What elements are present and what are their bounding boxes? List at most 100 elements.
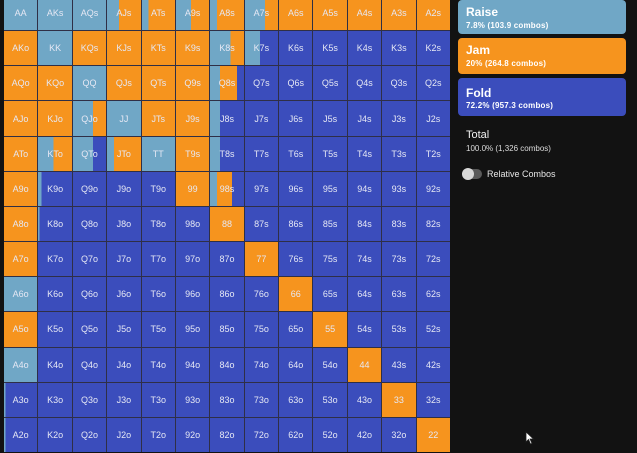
hand-cell-J3s[interactable]: J3s [382,101,416,136]
hand-cell-54o[interactable]: 54o [313,347,347,382]
hand-cell-65o[interactable]: 65o [279,312,313,347]
hand-cell-83o[interactable]: 83o [210,382,244,417]
hand-cell-J8s[interactable]: J8s [210,101,244,136]
hand-cell-T8o[interactable]: T8o [141,206,175,242]
hand-cell-Q5o[interactable]: Q5o [72,312,107,347]
hand-cell-J4o[interactable]: J4o [107,347,141,382]
hand-cell-92o[interactable]: 92o [175,417,210,452]
hand-cell-A5s[interactable]: A5s [313,0,347,31]
hand-cell-76s[interactable]: 76s [279,242,313,277]
hand-cell-T2s[interactable]: T2s [416,136,450,171]
hand-cell-T6o[interactable]: T6o [141,277,175,312]
hand-cell-A9o[interactable]: A9o [4,171,38,206]
hand-cell-KJs[interactable]: KJs [107,31,141,66]
hand-cell-A6o[interactable]: A6o [4,277,38,312]
hand-cell-T3s[interactable]: T3s [382,136,416,171]
hand-cell-Q8s[interactable]: Q8s [210,66,244,101]
hand-cell-K2o[interactable]: K2o [38,417,72,452]
hand-cell-96o[interactable]: 96o [175,277,210,312]
hand-cell-53o[interactable]: 53o [313,382,347,417]
hand-cell-K3o[interactable]: K3o [38,382,72,417]
hand-cell-95s[interactable]: 95s [313,171,347,206]
hand-cell-93o[interactable]: 93o [175,382,210,417]
hand-cell-JJ[interactable]: JJ [107,101,141,136]
hand-cell-84s[interactable]: 84s [347,206,382,242]
hand-cell-Q4o[interactable]: Q4o [72,347,107,382]
hand-cell-Q4s[interactable]: Q4s [347,66,382,101]
hand-cell-55[interactable]: 55 [313,312,347,347]
hand-cell-K6s[interactable]: K6s [279,31,313,66]
hand-cell-Q3s[interactable]: Q3s [382,66,416,101]
hand-cell-AKo[interactable]: AKo [4,31,38,66]
hand-cell-63o[interactable]: 63o [279,382,313,417]
hand-cell-Q6o[interactable]: Q6o [72,277,107,312]
hand-cell-ATs[interactable]: ATs [141,0,175,31]
hand-cell-A8o[interactable]: A8o [4,206,38,242]
hand-cell-T5s[interactable]: T5s [313,136,347,171]
hand-cell-T2o[interactable]: T2o [141,417,175,452]
hand-cell-J8o[interactable]: J8o [107,206,141,242]
hand-cell-J4s[interactable]: J4s [347,101,382,136]
hand-cell-88[interactable]: 88 [210,206,244,242]
hand-cell-KQs[interactable]: KQs [72,31,107,66]
hand-cell-A3s[interactable]: A3s [382,0,416,31]
hand-cell-T9s[interactable]: T9s [175,136,210,171]
hand-cell-A6s[interactable]: A6s [279,0,313,31]
hand-cell-43s[interactable]: 43s [382,347,416,382]
hand-cell-64s[interactable]: 64s [347,277,382,312]
hand-cell-T8s[interactable]: T8s [210,136,244,171]
hand-cell-AJo[interactable]: AJo [4,101,38,136]
hand-cell-T7o[interactable]: T7o [141,242,175,277]
hand-cell-73s[interactable]: 73s [382,242,416,277]
hand-cell-32o[interactable]: 32o [382,417,416,452]
hand-cell-JTo[interactable]: JTo [107,136,141,171]
hand-cell-97o[interactable]: 97o [175,242,210,277]
hand-cell-AA[interactable]: AA [4,0,38,31]
hand-cell-42s[interactable]: 42s [416,347,450,382]
hand-cell-74o[interactable]: 74o [244,347,279,382]
hand-cell-K3s[interactable]: K3s [382,31,416,66]
hand-cell-93s[interactable]: 93s [382,171,416,206]
hand-cell-A7s[interactable]: A7s [244,0,279,31]
hand-cell-92s[interactable]: 92s [416,171,450,206]
hand-cell-65s[interactable]: 65s [313,277,347,312]
hand-cell-82o[interactable]: 82o [210,417,244,452]
hand-cell-87s[interactable]: 87s [244,206,279,242]
hand-cell-J3o[interactable]: J3o [107,382,141,417]
hand-cell-K4o[interactable]: K4o [38,347,72,382]
hand-cell-KK[interactable]: KK [38,31,72,66]
hand-cell-T3o[interactable]: T3o [141,382,175,417]
hand-cell-A4s[interactable]: A4s [347,0,382,31]
hand-cell-TT[interactable]: TT [141,136,175,171]
hand-cell-Q8o[interactable]: Q8o [72,206,107,242]
hand-cell-KQo[interactable]: KQo [38,66,72,101]
hand-cell-JTs[interactable]: JTs [141,101,175,136]
relative-combos-toggle[interactable] [462,168,482,180]
hand-cell-T9o[interactable]: T9o [141,171,175,206]
hand-cell-T7s[interactable]: T7s [244,136,279,171]
hand-cell-44[interactable]: 44 [347,347,382,382]
hand-cell-K9s[interactable]: K9s [175,31,210,66]
hand-cell-97s[interactable]: 97s [244,171,279,206]
hand-cell-J7o[interactable]: J7o [107,242,141,277]
fold-legend-card[interactable]: Fold 72.2% (957.3 combos) [458,78,626,116]
hand-cell-A3o[interactable]: A3o [4,382,38,417]
hand-cell-KTs[interactable]: KTs [141,31,175,66]
hand-cell-86o[interactable]: 86o [210,277,244,312]
hand-cell-J6o[interactable]: J6o [107,277,141,312]
hand-cell-T4o[interactable]: T4o [141,347,175,382]
hand-cell-52s[interactable]: 52s [416,312,450,347]
hand-cell-K6o[interactable]: K6o [38,277,72,312]
hand-cell-87o[interactable]: 87o [210,242,244,277]
hand-cell-95o[interactable]: 95o [175,312,210,347]
hand-cell-62o[interactable]: 62o [279,417,313,452]
hand-cell-A5o[interactable]: A5o [4,312,38,347]
raise-legend-card[interactable]: Raise 7.8% (103.9 combos) [458,0,626,34]
hand-cell-J5o[interactable]: J5o [107,312,141,347]
hand-cell-53s[interactable]: 53s [382,312,416,347]
hand-cell-A2s[interactable]: A2s [416,0,450,31]
hand-cell-83s[interactable]: 83s [382,206,416,242]
hand-cell-QJs[interactable]: QJs [107,66,141,101]
hand-cell-77[interactable]: 77 [244,242,279,277]
hand-cell-K2s[interactable]: K2s [416,31,450,66]
